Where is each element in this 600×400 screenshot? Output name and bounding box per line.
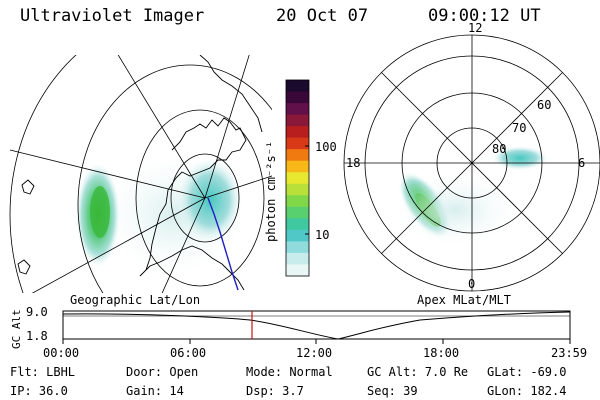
colorbar-swatch [286,160,309,173]
antarctica-coastline [139,117,247,291]
aurora-patch-center [178,158,242,242]
island-outlines [17,179,35,275]
mlat-label-80: 80 [492,142,507,156]
mlat-label-60: 60 [537,98,552,112]
colorbar-swatch [286,264,309,277]
polar-map [395,146,548,245]
timeline-ytick-top: 9.0 [26,305,48,319]
spacecraft-track [207,197,239,291]
left-map-label: Geographic Lat/Lon [70,293,201,307]
colorbar-swatch [286,218,309,231]
info-filter: Flt: LBHL [10,365,76,379]
coastline-north [199,55,263,133]
colorbar-swatch [286,126,309,139]
info-seq: Seq: 39 [367,384,418,398]
colorbar-swatch [286,149,309,162]
timeline-ylabel: GC Alt [10,309,23,349]
date-label: 20 Oct 07 [276,6,369,26]
colorbar-frame [285,79,310,277]
info-ip: IP: 36.0 [10,384,68,398]
colorbar-swatch [286,183,309,196]
polar-aurora-dawn [492,146,548,170]
geographic-map [9,55,272,293]
right-map-label: Apex MLat/MLT [417,293,511,307]
colorbar-swatch [286,206,309,219]
time-label: 09:00:12 UT [428,6,541,26]
latlon-grid [9,55,272,293]
colorbar-swatch [286,252,309,265]
info-gc-alt: GC Alt: 7.0 Re [367,365,469,379]
mlt-label-12: 12 [468,21,483,35]
colorbar-swatch [286,195,309,208]
info-glon: GLon: 182.4 [487,384,567,398]
app-title: Ultraviolet Imager [20,6,205,26]
timeline-xtick-2359: 23:59 [551,346,588,360]
timeline-xtick-0000: 00:00 [43,346,80,360]
info-glat: GLat: -69.0 [487,365,567,379]
colorbar-swatch [286,137,309,150]
colorbar-swatch [286,229,309,242]
colorbar-swatch [286,241,309,254]
colorbar-swatch [286,103,309,116]
altitude-timeline [62,310,571,344]
info-gain: Gain: 14 [126,384,184,398]
mlt-label-18: 18 [346,156,361,170]
mlt-label-6: 6 [578,156,586,170]
colorbar-unit-label: photon cm⁻²s⁻¹ [264,140,278,242]
altitude-curve [62,311,571,340]
timeline-ytick-bottom: 1.8 [26,329,48,343]
timeline-xtick-0600: 06:00 [170,346,207,360]
colorbar [285,79,310,277]
polar-grid [343,34,600,292]
colorbar-tick-10: 10 [315,228,330,242]
mlt-label-0: 0 [468,277,476,291]
polar-haze [395,175,515,245]
timeline-xtick-1800: 18:00 [423,346,460,360]
aurora-core-left [90,186,110,238]
timeline-xticks [62,339,571,344]
colorbar-tick-100: 100 [315,140,337,154]
info-mode: Mode: Normal [246,365,333,379]
colorbar-swatch [286,114,309,127]
info-door: Door: Open [126,365,199,379]
timeline-xtick-1200: 12:00 [296,346,333,360]
colorbar-swatch [286,91,309,104]
mlat-label-70: 70 [512,121,527,135]
info-dsp: Dsp: 3.7 [246,384,304,398]
colorbar-swatch [286,172,309,185]
colorbar-swatch [286,80,309,93]
